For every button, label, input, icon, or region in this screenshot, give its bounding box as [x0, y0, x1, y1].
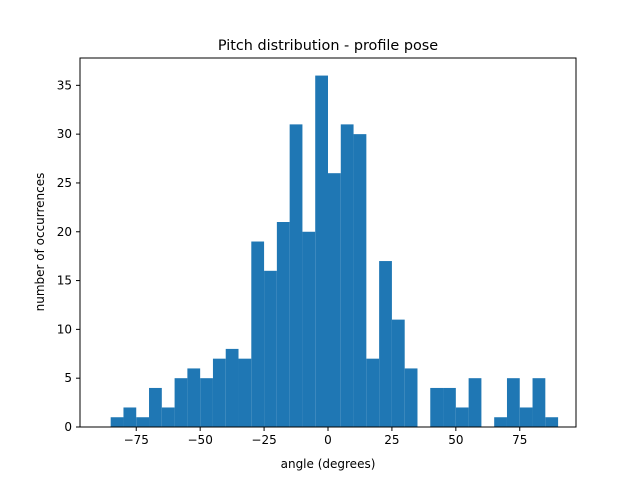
histogram-bar	[468, 378, 482, 427]
x-tick-label: 75	[512, 433, 527, 447]
histogram-bar	[328, 173, 341, 427]
histogram-bar	[545, 417, 559, 427]
x-tick-label: −50	[188, 433, 213, 447]
histogram-bar	[391, 319, 405, 427]
histogram-bar	[532, 378, 546, 427]
histogram-bar	[187, 368, 201, 427]
chart-title: Pitch distribution - profile pose	[218, 38, 438, 54]
y-tick-label: 30	[57, 127, 72, 141]
histogram-bar	[212, 358, 226, 427]
histogram-bar	[110, 417, 124, 427]
x-axis-label: angle (degrees)	[281, 457, 376, 471]
histogram-bar	[174, 378, 188, 427]
histogram-bar	[430, 387, 444, 427]
histogram-bar	[264, 270, 277, 427]
histogram-bar	[519, 407, 533, 427]
y-tick-label: 35	[57, 78, 72, 92]
y-tick-label: 10	[57, 322, 72, 336]
y-axis-label: number of occurrences	[33, 173, 47, 312]
histogram-bar	[379, 261, 392, 427]
y-tick-label: 25	[57, 176, 72, 190]
y-tick-label: 0	[64, 420, 72, 434]
histogram-bar	[251, 241, 265, 427]
histogram-bar	[123, 407, 137, 427]
x-tick-label: 50	[448, 433, 463, 447]
y-tick-label: 15	[57, 274, 72, 288]
histogram-bar	[315, 75, 328, 427]
histogram-bar	[455, 407, 469, 427]
histogram-bar	[366, 358, 380, 427]
x-tick-label: 0	[324, 433, 332, 447]
histogram-bar	[494, 417, 507, 427]
x-tick-label: −25	[251, 433, 276, 447]
bars-layer	[110, 75, 559, 427]
histogram-bar	[302, 231, 316, 427]
histogram-bar	[340, 124, 354, 427]
histogram-bar	[149, 387, 162, 427]
histogram-bar	[238, 358, 252, 427]
histogram-bar	[225, 348, 239, 427]
histogram-bar	[276, 222, 290, 427]
histogram-bar	[136, 417, 150, 427]
x-tick-label: −75	[124, 433, 149, 447]
histogram-bar	[289, 124, 303, 427]
y-tick-label: 5	[64, 371, 72, 385]
histogram-bar	[161, 407, 175, 427]
histogram-bar	[506, 378, 520, 427]
histogram-bar	[404, 368, 418, 427]
histogram-bar	[353, 134, 367, 427]
axes-layer: −75 −50 −25 0 25 50 75 0 5 10 15 20 25 30 35	[57, 57, 577, 447]
histogram-bar	[200, 378, 213, 427]
histogram-bar	[443, 387, 456, 427]
x-tick-label: 25	[384, 433, 399, 447]
y-tick-label: 20	[57, 225, 72, 239]
